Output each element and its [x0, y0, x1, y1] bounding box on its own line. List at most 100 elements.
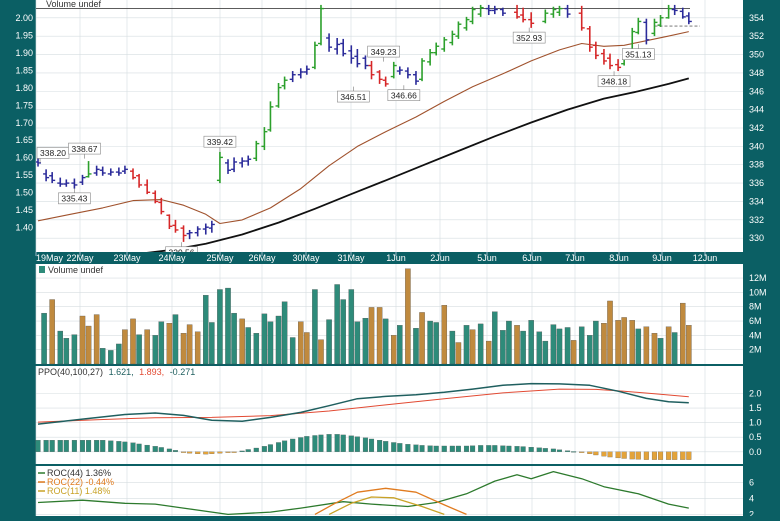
- price-annotation: 349.23: [367, 45, 400, 62]
- volume-bar: [85, 325, 92, 365]
- price-bar: [43, 169, 50, 182]
- ppo-histogram-bar: [666, 451, 672, 460]
- price-bar: [158, 197, 165, 215]
- volume-bar: [601, 323, 607, 365]
- price-bar: [550, 6, 557, 18]
- volume-bar: [318, 339, 324, 365]
- annotation-label: 335.43: [61, 194, 87, 204]
- volume-legend: Volume undef: [48, 265, 104, 275]
- annotation-box: [337, 90, 370, 103]
- ppo-histogram-bar: [100, 440, 106, 452]
- volume-tick-label: 4M: [749, 330, 762, 340]
- ppo-histogram-bar: [63, 440, 69, 452]
- ppo-legend-label: PPO(40,100,27): [38, 367, 103, 377]
- ppo-histogram-bar: [57, 440, 63, 452]
- ppo-lines: [37, 382, 689, 425]
- volume-bar: [362, 317, 369, 365]
- ppo-histogram-bar: [542, 448, 548, 452]
- volume-bar: [99, 348, 106, 365]
- volume-bar: [186, 324, 193, 365]
- x-tick-label: 6Jun: [522, 253, 542, 263]
- ppo-histogram-bar: [672, 451, 678, 460]
- ppo-panel: 0.0 0.5 1.0 1.5 2.0 PPO(40,100,27) 1.621, 1.…: [35, 366, 762, 464]
- annotation-box: [165, 246, 198, 252]
- volume-bar: [261, 313, 268, 365]
- price-bar: [376, 70, 383, 84]
- volume-bar: [570, 340, 577, 365]
- price-bar: [231, 157, 238, 173]
- ppo-histogram-bar: [122, 441, 128, 452]
- price-bar: [556, 5, 563, 16]
- price-bar: [136, 173, 143, 188]
- price-bar: [542, 9, 549, 24]
- price-bar: [643, 18, 650, 45]
- price-bar: [93, 165, 100, 176]
- price-bar: [348, 45, 355, 64]
- ppo-histogram-bar: [116, 441, 122, 452]
- ppo-histogram-bar: [304, 436, 310, 452]
- ppo-legend-sep-1: ,: [131, 367, 134, 377]
- ppo-histogram-bar: [377, 440, 383, 452]
- volume-bar: [289, 337, 296, 365]
- price-annotation: 352.93: [512, 27, 546, 44]
- price-bar: [433, 42, 440, 56]
- price-bar: [491, 5, 498, 15]
- price-bar: [679, 7, 686, 19]
- x-tick-label: 26May: [248, 253, 276, 263]
- ppo-histogram-bar: [397, 443, 403, 452]
- price-bar: [368, 60, 375, 80]
- volume-bar: [686, 325, 692, 365]
- price-bar: [107, 168, 114, 176]
- price-panel-background: [36, 0, 743, 252]
- ppo-histogram-bar: [136, 443, 142, 452]
- price-left-axis: 1.40 1.45 1.50 1.55 1.60 1.65 1.70 1.75 1.80 1.85…: [15, 13, 33, 233]
- price-bar: [208, 220, 215, 233]
- roc11-legend-value: 1.48%: [85, 486, 111, 496]
- ppo-histogram-bar: [651, 451, 657, 460]
- annotation-label: 329.56: [169, 247, 195, 257]
- price-bar: [180, 225, 187, 242]
- left-tick-label: 1.45: [15, 205, 33, 215]
- volume-bar: [657, 338, 664, 365]
- price-bar: [202, 223, 209, 235]
- ppo-histogram-bar: [500, 445, 506, 452]
- ppo-histogram-bar: [298, 437, 304, 452]
- ppo-histogram-bar: [108, 440, 114, 452]
- price-bars: [36, 4, 692, 242]
- annotation-box: [203, 135, 237, 148]
- volume-bar: [671, 332, 678, 365]
- ppo-histogram-bar: [556, 449, 563, 452]
- ppo-histogram-bar: [427, 445, 433, 452]
- ppo-histogram-bar: [354, 436, 360, 452]
- price-annotation: 339.42: [203, 135, 237, 152]
- volume-bar: [354, 321, 361, 365]
- volume-bar: [629, 320, 635, 365]
- volume-bar: [203, 295, 209, 365]
- annotation-label: 346.51: [340, 92, 366, 102]
- volume-bar: [485, 340, 492, 365]
- price-bar: [514, 4, 521, 19]
- roc22-legend-value: -0.44%: [86, 477, 115, 487]
- price-bar: [289, 71, 296, 83]
- volume-bar: [397, 325, 403, 365]
- x-tick-label: 23May: [113, 253, 141, 263]
- price-bar: [463, 16, 470, 31]
- volume-bar: [267, 321, 274, 365]
- ppo-histogram-bar: [593, 451, 599, 456]
- price-bar: [144, 179, 151, 195]
- ppo-histogram-bar: [144, 444, 150, 452]
- ppo-histogram-bar: [261, 446, 267, 452]
- volume-bar: [334, 284, 340, 365]
- volume-bar: [578, 326, 585, 365]
- ppo-histogram-bar: [71, 440, 77, 452]
- volume-bar: [340, 299, 346, 365]
- price-bar: [216, 151, 223, 184]
- ppo-histogram-bar: [601, 451, 607, 457]
- price-annotation: 346.66: [387, 85, 421, 101]
- left-tick-label: 1.65: [15, 135, 33, 145]
- ppo-histogram-bar: [172, 450, 178, 452]
- ppo-histogram-bar: [514, 446, 520, 452]
- volume-bar: [492, 311, 498, 365]
- right-tick-label: 350: [749, 50, 764, 60]
